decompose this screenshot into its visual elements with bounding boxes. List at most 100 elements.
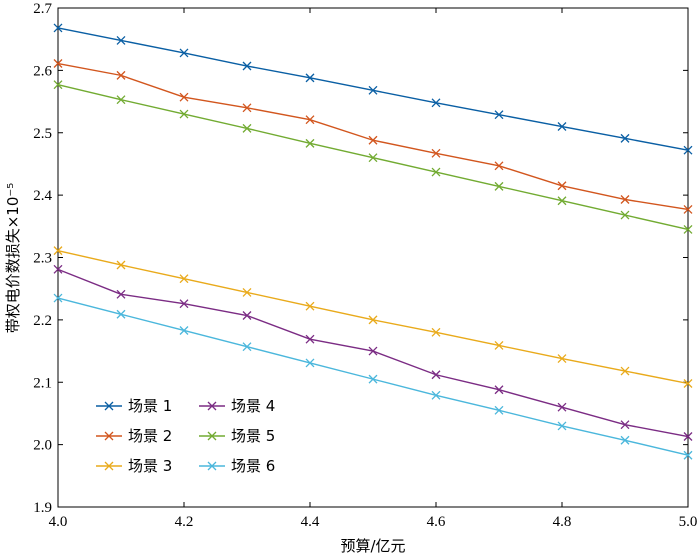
data-point (557, 354, 567, 364)
data-point (179, 109, 189, 119)
x-tick-label: 4.0 (49, 514, 68, 530)
legend-marker (104, 461, 114, 471)
data-point (620, 435, 630, 445)
legend-marker (207, 401, 217, 411)
x-tick-label: 4.4 (301, 514, 320, 530)
data-point (683, 450, 693, 460)
series-line (57, 249, 689, 385)
legend-item-4: 场景 4 (199, 397, 275, 415)
y-tick-label: 2.2 (33, 313, 52, 329)
data-point (116, 309, 126, 319)
data-point (557, 402, 567, 412)
y-tick-label: 1.9 (33, 500, 52, 516)
data-point (53, 23, 63, 33)
data-point (116, 95, 126, 105)
legend-item-3: 场景 3 (96, 457, 172, 475)
data-point (305, 73, 315, 83)
series-5 (53, 80, 693, 234)
data-point (620, 133, 630, 143)
legend-marker (104, 431, 114, 441)
data-point (431, 370, 441, 380)
data-point (368, 85, 378, 95)
data-point (116, 70, 126, 80)
series-layer (53, 23, 693, 460)
legend-item-5: 场景 5 (199, 427, 275, 445)
data-point (242, 342, 252, 352)
legend-marker (207, 431, 217, 441)
y-tick-label: 2.4 (33, 188, 52, 204)
y-axis-label: 带权电价数损失×10⁻⁵ (4, 183, 22, 334)
series-1 (53, 23, 693, 155)
data-point (116, 289, 126, 299)
legend-item-2: 场景 2 (96, 427, 172, 445)
data-point (368, 374, 378, 384)
data-point (242, 287, 252, 297)
data-point (683, 205, 693, 214)
data-point (305, 334, 315, 344)
data-point (683, 145, 693, 155)
legend-label: 场景 1 (128, 397, 172, 415)
y-tick-label: 2.6 (33, 63, 52, 79)
legend-marker (104, 401, 114, 411)
data-point (368, 135, 378, 145)
series-line (57, 62, 689, 211)
y-tick-label: 2.0 (33, 438, 52, 454)
data-point (431, 167, 441, 177)
x-axis-label: 预算/亿元 (340, 537, 405, 555)
series-line (57, 27, 689, 151)
data-point (179, 92, 189, 102)
series-6 (53, 293, 693, 460)
data-point (242, 311, 252, 320)
data-point (557, 196, 567, 206)
data-point (368, 346, 378, 356)
data-point (620, 210, 630, 220)
data-point (116, 260, 126, 270)
series-4 (53, 264, 693, 441)
data-point (116, 35, 126, 45)
y-tick-label: 2.3 (33, 251, 52, 267)
series-2 (53, 59, 693, 214)
data-point (431, 148, 441, 158)
data-point (242, 123, 252, 133)
data-point (53, 80, 63, 90)
data-point (368, 315, 378, 325)
data-point (242, 61, 252, 71)
data-point (557, 421, 567, 431)
data-point (179, 299, 189, 309)
data-point (179, 48, 189, 58)
data-point (494, 340, 504, 350)
data-point (305, 138, 315, 148)
data-point (431, 390, 441, 400)
data-point (494, 110, 504, 120)
data-point (557, 181, 567, 191)
data-point (179, 274, 189, 284)
data-point (305, 358, 315, 368)
data-point (242, 103, 252, 113)
data-point (557, 122, 567, 131)
data-point (431, 327, 441, 337)
data-point (494, 181, 504, 191)
y-tick-label: 2.7 (33, 1, 52, 17)
legend: 场景 1 场景 2 场景 3 场景 4 场景 5 场景 6 (96, 397, 275, 475)
data-point (620, 366, 630, 376)
legend-label: 场景 5 (231, 427, 275, 445)
data-point (494, 161, 504, 171)
legend-item-6: 场景 6 (199, 457, 275, 475)
data-point (53, 246, 63, 256)
legend-label: 场景 4 (231, 397, 275, 415)
data-point (53, 59, 63, 68)
data-point (683, 432, 693, 441)
y-tick-label: 2.5 (33, 126, 52, 142)
axes: 4.0 4.2 4.4 4.6 4.8 5.0 1.9 2.0 2.1 2.2 2.3 2.4 2.5 2… (33, 1, 697, 530)
data-point (53, 264, 63, 274)
data-point (620, 195, 630, 204)
data-point (683, 379, 693, 388)
data-point (494, 385, 504, 395)
series-3 (53, 246, 693, 388)
data-point (683, 224, 693, 234)
legend-label: 场景 3 (128, 457, 172, 475)
data-point (305, 301, 315, 311)
y-tick-label: 2.1 (33, 375, 52, 391)
x-tick-label: 5.0 (679, 514, 698, 530)
